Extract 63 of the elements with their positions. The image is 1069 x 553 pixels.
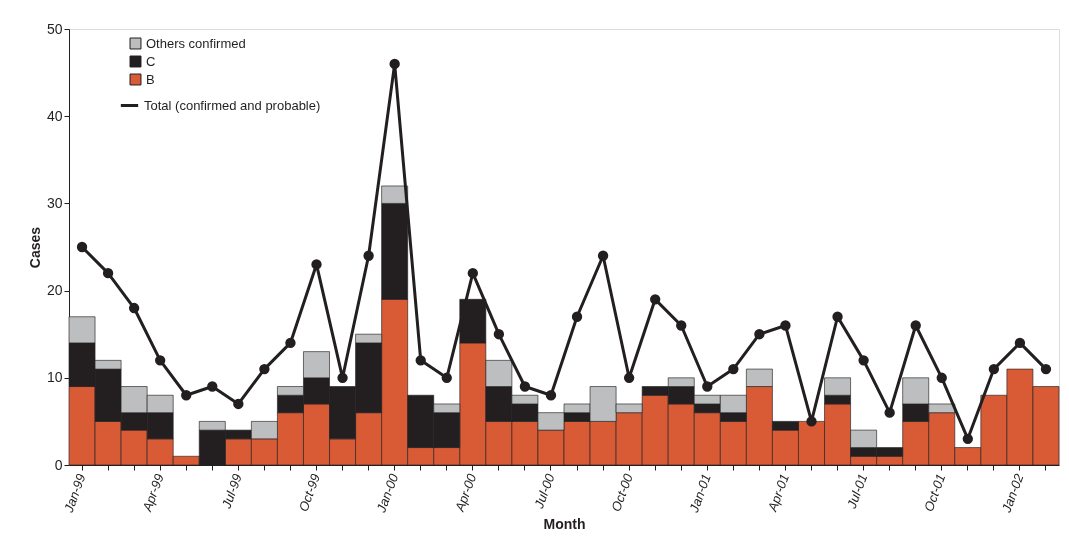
point — [259, 363, 270, 375]
point — [676, 320, 687, 331]
x-tick-label: Apr-00 — [451, 471, 480, 515]
point — [415, 355, 426, 366]
point — [597, 250, 609, 261]
point — [233, 398, 244, 410]
point — [702, 381, 713, 392]
point — [728, 363, 739, 375]
legend-label: Others confirmed — [146, 35, 246, 51]
y-tick-label: 30 — [46, 194, 63, 211]
point — [389, 58, 400, 70]
point — [311, 259, 322, 270]
point — [545, 390, 557, 401]
point — [1040, 363, 1052, 375]
point — [493, 329, 505, 340]
x-tick-label: Oct-99 — [295, 471, 324, 514]
y-tick-label: 20 — [46, 282, 63, 299]
y-tick-label: 50 — [46, 20, 63, 37]
point — [519, 381, 531, 392]
y-tick-label: 40 — [46, 107, 63, 124]
point — [962, 433, 973, 445]
point — [623, 372, 635, 383]
x-tick-label: Jan-02 — [998, 471, 1027, 516]
x-tick-label: Jul-00 — [531, 471, 558, 512]
point — [858, 355, 869, 366]
x-tick-label: Jul-01 — [843, 471, 871, 512]
x-tick-label: Jan-00 — [373, 471, 402, 516]
point — [988, 363, 1000, 375]
x-tick-label: Apr-99 — [139, 471, 167, 515]
point — [441, 372, 452, 383]
x-axis-title: Month — [543, 516, 586, 533]
point — [650, 294, 661, 305]
point — [884, 407, 895, 418]
y-tick-label: 0 — [54, 456, 63, 473]
point — [128, 302, 140, 314]
point — [76, 241, 88, 253]
point — [155, 355, 166, 366]
x-tick-label: Oct-00 — [608, 471, 636, 514]
legend-label: Total (confirmed and probable) — [144, 97, 321, 113]
legend-label: B — [146, 71, 155, 87]
point — [337, 372, 348, 383]
point — [1014, 337, 1026, 349]
point — [832, 311, 843, 322]
point — [754, 329, 765, 340]
point — [780, 320, 791, 331]
point — [363, 250, 374, 261]
point — [571, 311, 583, 322]
point — [181, 390, 192, 401]
x-tick-label: Jan-01 — [685, 471, 714, 516]
point — [936, 372, 947, 383]
x-tick-label: Apr-01 — [764, 471, 793, 515]
legend-label: C — [146, 53, 156, 69]
x-tick-label: Jul-99 — [218, 471, 245, 512]
x-tick-label: Oct-01 — [920, 471, 949, 514]
point — [207, 381, 218, 392]
y-axis-title: Cases — [26, 226, 43, 269]
point — [910, 320, 921, 331]
point — [467, 267, 478, 279]
x-tick-label: Jan-99 — [60, 471, 89, 516]
y-tick-label: 10 — [46, 369, 63, 386]
point — [806, 416, 817, 427]
point — [102, 267, 114, 279]
point — [285, 337, 296, 349]
